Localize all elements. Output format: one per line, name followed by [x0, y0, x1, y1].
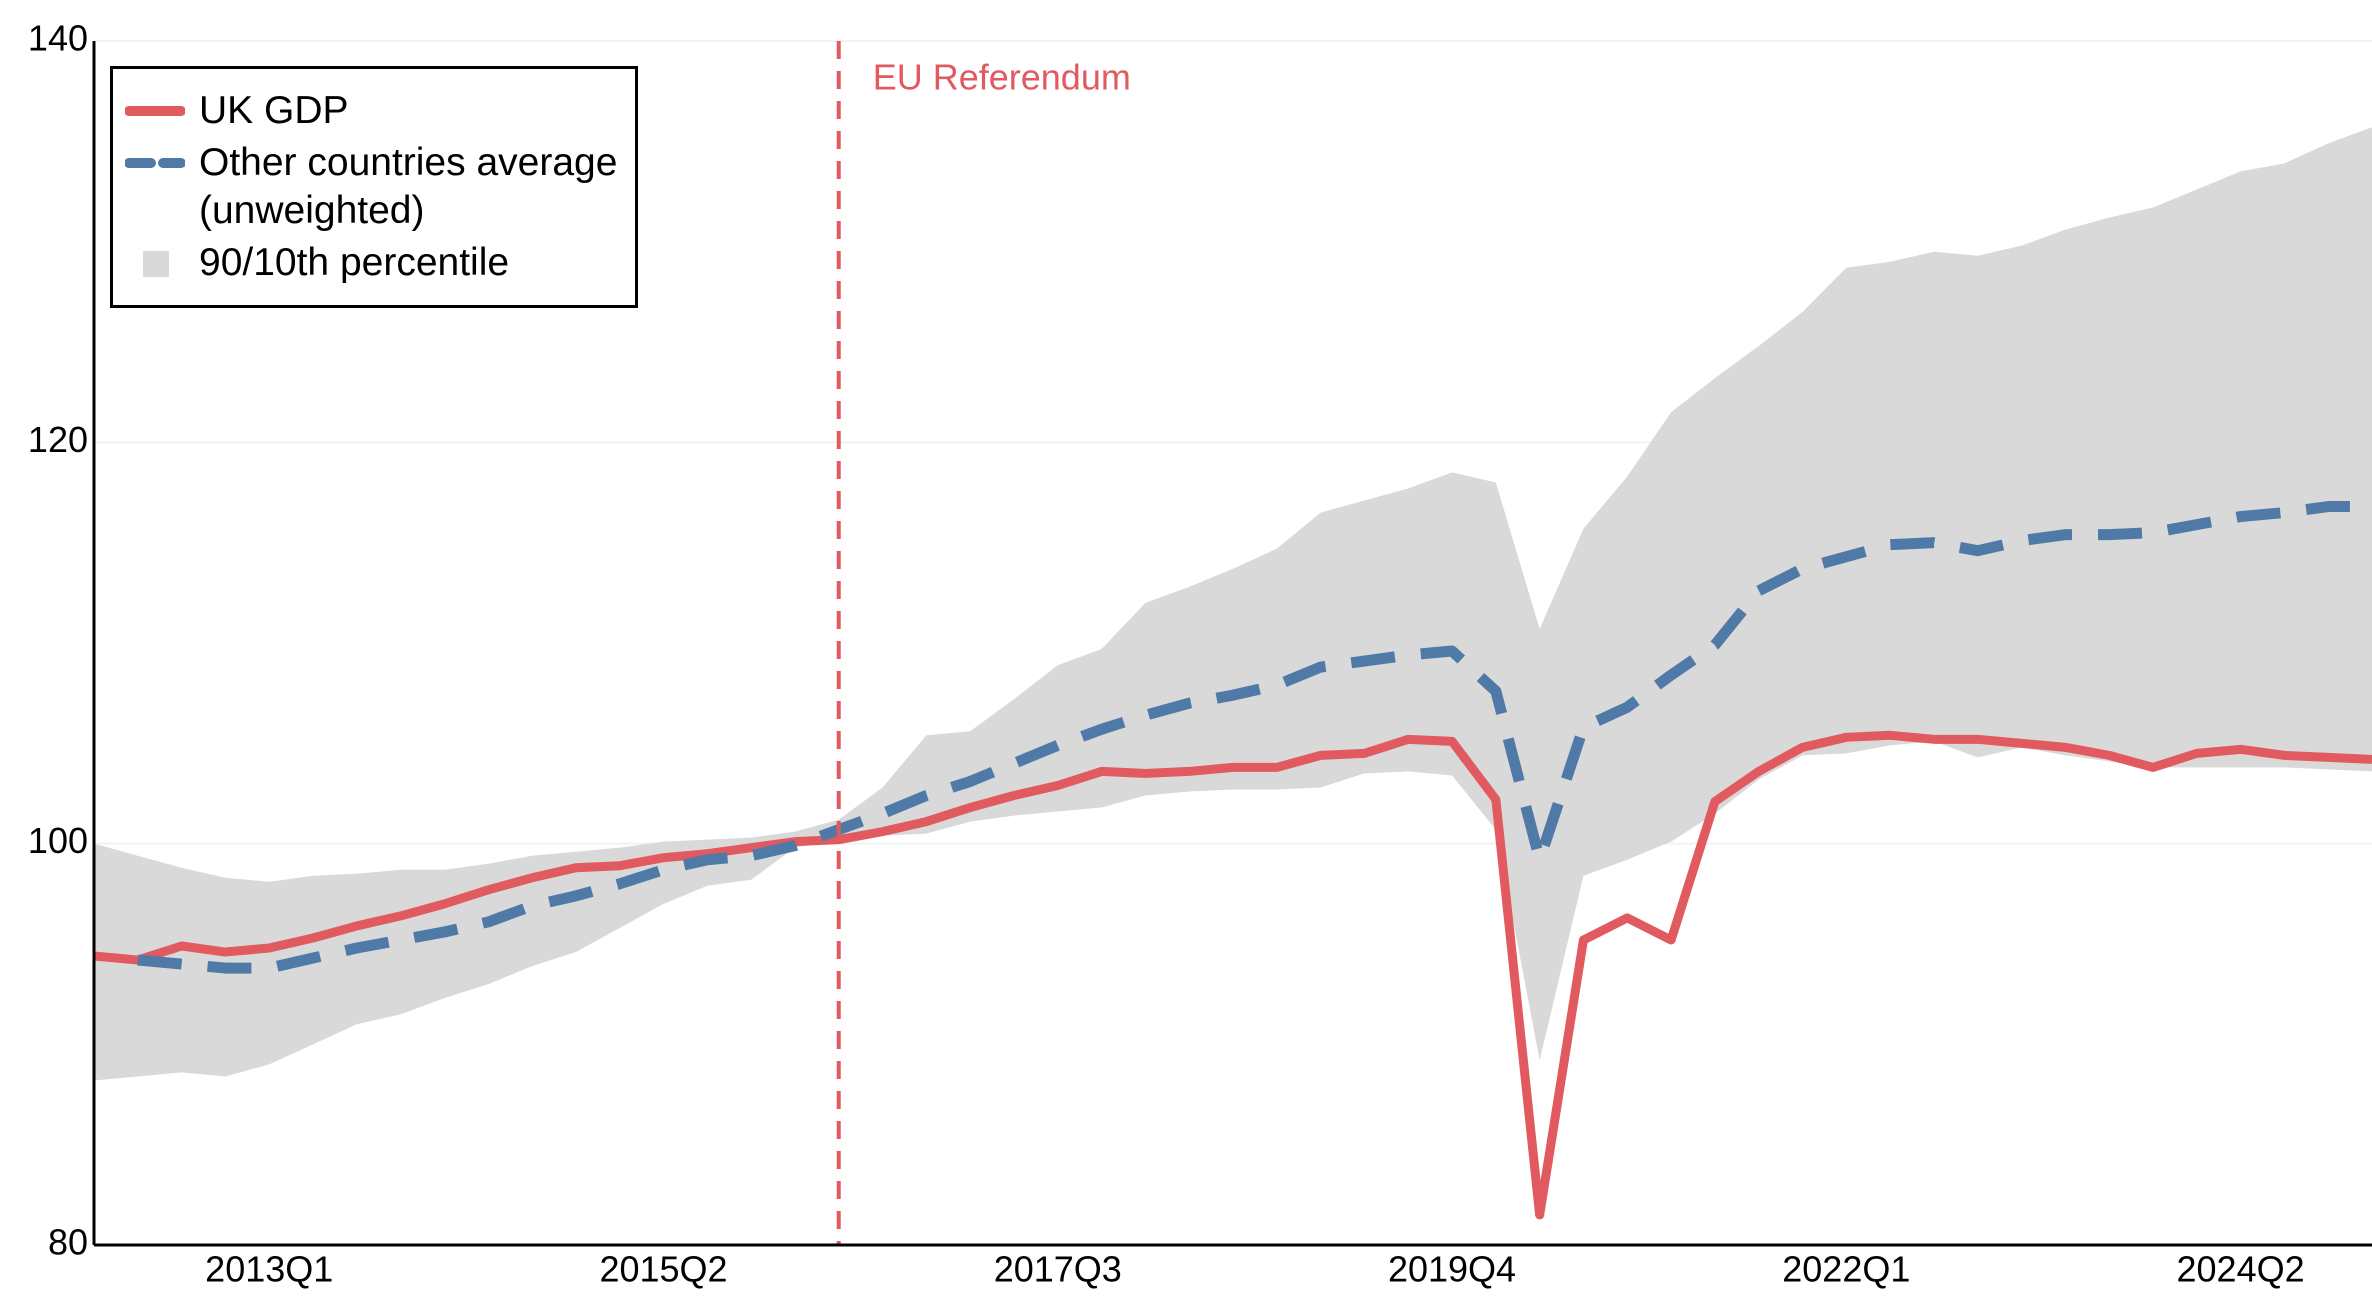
legend: UK GDP Other countries average (unweighte… — [110, 66, 638, 308]
legend-swatch — [125, 106, 185, 116]
y-tick-label: 100 — [28, 820, 88, 861]
percentile-band — [94, 127, 2372, 1081]
series-line — [137, 501, 2372, 974]
annotation: EU Referendum — [873, 57, 1131, 98]
y-tick-label: 140 — [28, 18, 88, 59]
swatch — [143, 251, 169, 277]
legend-label: 90/10th percentile — [199, 241, 510, 284]
x-tick-label: 2017Q3 — [994, 1249, 1122, 1290]
x-tick-label: 2015Q2 — [599, 1249, 727, 1290]
legend-item: 90/10th percentile — [125, 239, 625, 287]
x-tick-label: 2022Q1 — [1782, 1249, 1910, 1290]
legend-label: UK GDP — [199, 89, 349, 132]
legend-item: UK GDP — [125, 87, 625, 135]
x-tick-label: 2013Q1 — [205, 1249, 333, 1290]
y-tick-label: 120 — [28, 419, 88, 460]
y-tick-label: 80 — [48, 1222, 88, 1263]
legend-item: Other countries average (unweighted) — [125, 139, 625, 235]
series-line — [93, 730, 2372, 1220]
legend-swatch — [125, 158, 185, 168]
legend-swatch — [143, 251, 169, 277]
legend-label: Other countries average (unweighted) — [199, 141, 618, 232]
x-tick-label: 2019Q4 — [1388, 1249, 1516, 1290]
x-tick-label: 2024Q2 — [2177, 1249, 2305, 1290]
